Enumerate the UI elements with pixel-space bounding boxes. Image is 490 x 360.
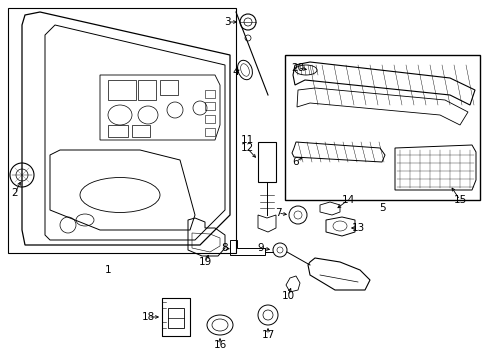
Text: 19: 19 [198, 257, 212, 267]
Text: 4: 4 [233, 67, 239, 77]
Bar [205, 102, 215, 110]
Bar [205, 115, 215, 123]
Text: 16: 16 [213, 340, 227, 350]
Bar [138, 80, 156, 100]
Text: 8: 8 [221, 243, 228, 253]
Text: 7: 7 [275, 208, 281, 218]
Bar [205, 90, 215, 98]
Bar [108, 80, 136, 100]
Bar [168, 308, 184, 328]
Bar [162, 298, 190, 336]
Bar [108, 125, 128, 137]
Text: 17: 17 [261, 330, 274, 340]
Bar [132, 125, 150, 137]
Bar [285, 55, 480, 200]
Bar [205, 128, 215, 136]
Bar [8, 8, 236, 253]
Text: 9: 9 [258, 243, 264, 253]
Text: 12: 12 [241, 143, 254, 153]
Bar [258, 142, 276, 182]
Text: 18: 18 [142, 312, 155, 322]
Text: 11: 11 [241, 135, 254, 145]
Text: 6: 6 [293, 157, 299, 167]
Text: 20: 20 [292, 63, 305, 73]
Text: 2: 2 [12, 188, 18, 198]
Text: 5: 5 [379, 203, 385, 213]
Text: 15: 15 [453, 195, 466, 205]
Text: 1: 1 [105, 265, 111, 275]
Text: 3: 3 [224, 17, 230, 27]
Bar [160, 80, 178, 95]
Text: 14: 14 [342, 195, 355, 205]
Text: 10: 10 [281, 291, 294, 301]
Text: 13: 13 [351, 223, 365, 233]
